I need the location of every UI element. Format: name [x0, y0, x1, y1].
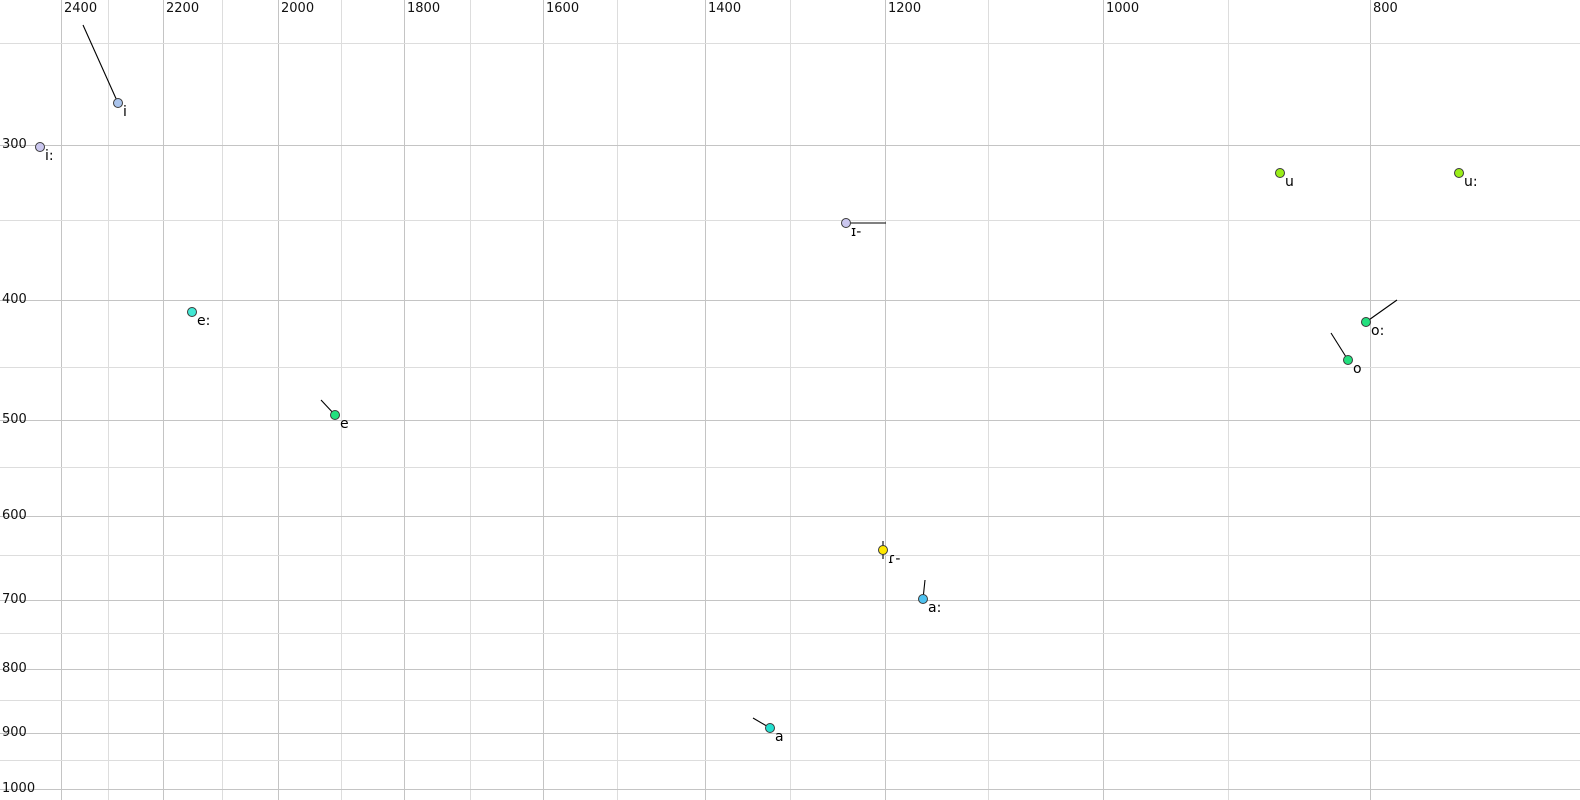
x-gridline-minor: [108, 0, 109, 800]
vowel-marker-dot[interactable]: [1275, 168, 1285, 178]
x-gridline-minor: [341, 0, 342, 800]
vowel-marker-dot[interactable]: [1361, 317, 1371, 327]
x-gridline-minor: [988, 0, 989, 800]
y-gridline-major: [0, 516, 1580, 517]
vowel-label: e:: [197, 313, 211, 329]
x-gridline-major: [543, 0, 544, 800]
x-gridline-minor: [1228, 0, 1229, 800]
vowel-label: i: [123, 104, 127, 120]
x-gridline-minor: [617, 0, 618, 800]
y-axis-tick-label: 700: [2, 592, 27, 607]
y-gridline-major: [0, 733, 1580, 734]
vowel-label: ɾ-: [888, 551, 901, 567]
vowel-marker-dot[interactable]: [1454, 168, 1464, 178]
vowel-marker-dot[interactable]: [918, 594, 928, 604]
y-gridline-minor: [0, 367, 1580, 368]
y-gridline-major: [0, 669, 1580, 670]
vowel-marker-dot[interactable]: [113, 98, 123, 108]
vowel-label: o: [1353, 361, 1362, 377]
y-axis-tick-label: 1000: [2, 781, 36, 796]
y-gridline-minor: [0, 555, 1580, 556]
y-gridline-major: [0, 145, 1580, 146]
y-axis-tick-label: 300: [2, 137, 27, 152]
x-axis-tick-label: 2200: [166, 1, 200, 16]
x-gridline-major: [404, 0, 405, 800]
y-axis-tick-label: 500: [2, 412, 27, 427]
vowel-marker-dot[interactable]: [841, 218, 851, 228]
x-gridline-major: [885, 0, 886, 800]
y-axis-tick-label: 800: [2, 661, 27, 676]
vowel-marker-dot[interactable]: [330, 410, 340, 420]
vowel-marker-dot[interactable]: [878, 545, 888, 555]
x-axis-tick-label: 1200: [888, 1, 922, 16]
x-axis-tick-label: 2000: [281, 1, 315, 16]
y-gridline-major: [0, 300, 1580, 301]
x-gridline-major: [1103, 0, 1104, 800]
y-gridline-minor: [0, 633, 1580, 634]
x-gridline-minor: [790, 0, 791, 800]
y-axis-tick-label: 400: [2, 292, 27, 307]
y-axis-tick-label: 900: [2, 725, 27, 740]
y-gridline-minor: [0, 700, 1580, 701]
vowel-label: o:: [1371, 323, 1385, 339]
vowel-marker-dot[interactable]: [765, 723, 775, 733]
x-axis-tick-label: 1000: [1106, 1, 1140, 16]
vowel-label: u:: [1464, 174, 1478, 190]
vowel-label: a:: [928, 600, 942, 616]
y-gridline-minor: [0, 760, 1580, 761]
y-gridline-major: [0, 789, 1580, 790]
x-gridline-major: [705, 0, 706, 800]
vowel-label: u: [1285, 174, 1294, 190]
x-gridline-minor: [222, 0, 223, 800]
x-gridline-major: [163, 0, 164, 800]
vowel-label: a: [775, 729, 784, 745]
x-axis-tick-label: 1400: [708, 1, 742, 16]
x-axis-tick-label: 800: [1373, 1, 1398, 16]
y-gridline-major: [0, 600, 1580, 601]
x-axis-tick-label: 2400: [64, 1, 98, 16]
x-axis-tick-label: 1600: [546, 1, 580, 16]
x-gridline-major: [278, 0, 279, 800]
y-gridline-minor: [0, 43, 1580, 44]
x-axis-tick-label: 1800: [407, 1, 441, 16]
vowel-marker-dot[interactable]: [187, 307, 197, 317]
vowel-trajectory-line: [82, 24, 119, 104]
y-axis-tick-label: 600: [2, 508, 27, 523]
x-gridline-major: [1370, 0, 1371, 800]
vowel-label: i:: [45, 148, 54, 164]
y-gridline-major: [0, 420, 1580, 421]
vowel-label: ɪ-: [851, 224, 862, 240]
y-gridline-minor: [0, 467, 1580, 468]
vowel-marker-dot[interactable]: [35, 142, 45, 152]
y-gridline-minor: [0, 220, 1580, 221]
x-gridline-major: [61, 0, 62, 800]
vowel-label: e: [340, 416, 349, 432]
vowel-marker-dot[interactable]: [1343, 355, 1353, 365]
x-gridline-minor: [470, 0, 471, 800]
